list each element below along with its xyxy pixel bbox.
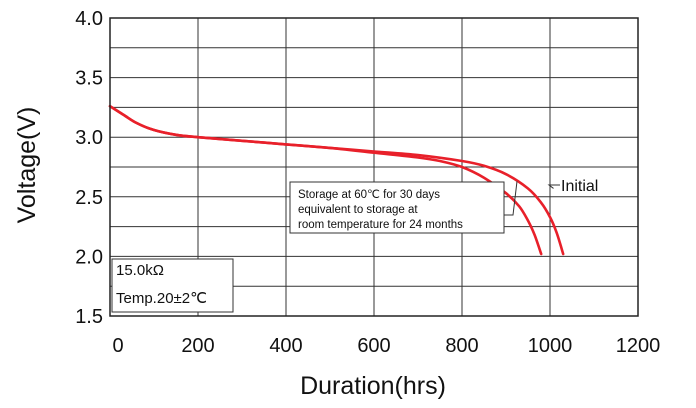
x-axis-ticks: 0 200 400 600 800 1000 1200 — [112, 335, 660, 357]
initial-leader-line — [547, 184, 560, 189]
storage-leader-line — [504, 181, 518, 216]
conditions-frame — [111, 258, 234, 313]
x-tick-label: 400 — [269, 335, 302, 357]
series-storage-line — [108, 104, 543, 256]
y-tick-label: 1.5 — [75, 306, 103, 328]
y-tick-label: 3.0 — [75, 127, 103, 149]
x-axis-title: Duration(hrs) — [300, 372, 446, 400]
storage-note: Storage at 60℃ for 30 days equivalent to… — [289, 181, 505, 234]
x-tick-label: 200 — [181, 335, 214, 357]
y-axis-ticks: 1.5 2.0 2.5 3.0 3.5 4.0 — [75, 8, 103, 328]
y-tick-label: 2.5 — [75, 187, 103, 209]
storage-note-box — [289, 181, 505, 234]
initial-series-label: Initial — [561, 178, 598, 195]
y-axis-title: Voltage(V) — [13, 107, 41, 224]
x-tick-label: 1000 — [528, 335, 573, 357]
conditions-resistance: 15.0kΩ — [116, 262, 164, 279]
conditions-temperature: Temp.20±2℃ — [116, 290, 207, 307]
x-tick-label: 800 — [445, 335, 478, 357]
annotation-leaders — [504, 181, 560, 216]
x-tick-label: 1200 — [616, 335, 661, 357]
conditions-box: 15.0kΩ Temp.20±2℃ — [111, 258, 234, 313]
y-tick-label: 3.5 — [75, 68, 103, 90]
x-tick-label: 600 — [357, 335, 390, 357]
plot-frame — [109, 17, 639, 317]
storage-note-line-1: Storage at 60℃ for 30 days — [298, 189, 440, 201]
series-layer — [108, 104, 565, 256]
x-tick-label: 0 — [112, 335, 123, 357]
storage-note-line-3: room temperature for 24 months — [298, 219, 463, 231]
y-tick-label: 4.0 — [75, 8, 103, 30]
storage-note-line-2: equivalent to storage at — [298, 204, 418, 216]
y-tick-label: 2.0 — [75, 246, 103, 268]
